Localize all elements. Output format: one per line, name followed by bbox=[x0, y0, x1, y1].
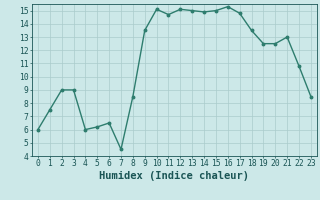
X-axis label: Humidex (Indice chaleur): Humidex (Indice chaleur) bbox=[100, 171, 249, 181]
